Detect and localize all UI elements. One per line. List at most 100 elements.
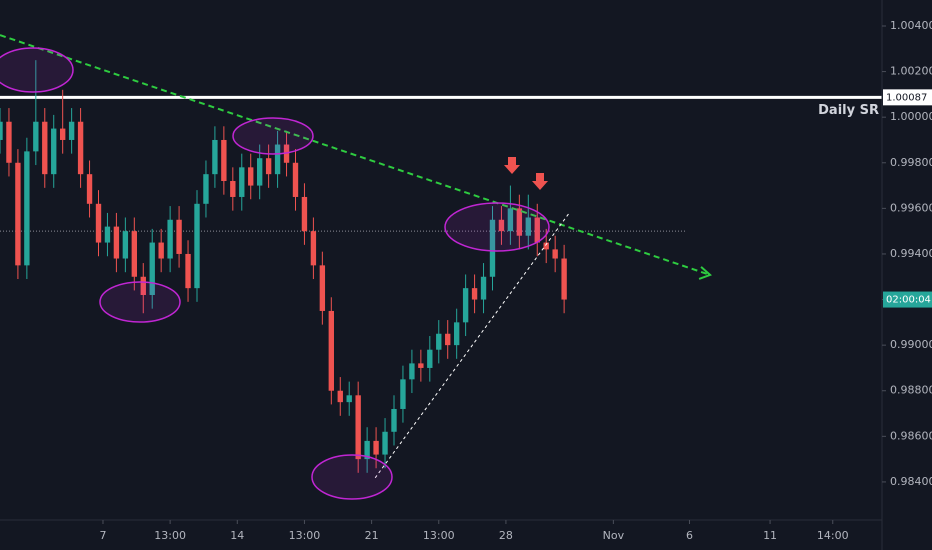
candle-body [176, 219, 182, 254]
candle-body [203, 174, 209, 204]
candle-body [95, 203, 102, 243]
candle-body [561, 258, 567, 300]
candle-body [471, 288, 478, 300]
x-tick-label: 6 [686, 529, 693, 542]
candle-body [319, 265, 326, 311]
x-tick-label: 7 [99, 529, 106, 542]
level-label-box [883, 89, 932, 106]
candle-body [462, 288, 469, 323]
trendline [0, 34, 711, 276]
y-tick-label: 0.98800 [890, 384, 932, 397]
x-tick-label: 21 [365, 529, 379, 542]
candle-body [122, 231, 129, 259]
y-tick-label: 1.00200 [890, 65, 932, 78]
candle-body [355, 395, 361, 460]
candle-body [86, 174, 93, 204]
x-tick-label: 14:00 [817, 529, 849, 542]
candle-body [534, 217, 540, 243]
candle-body [59, 128, 66, 140]
candle-body [33, 121, 39, 152]
candle-body [292, 162, 299, 197]
candle-body [507, 208, 514, 232]
x-tick-label: 28 [499, 529, 513, 542]
candle-body [51, 128, 57, 175]
highlight-ellipse [232, 117, 314, 155]
candle-body [400, 379, 406, 409]
candle-body [498, 219, 505, 232]
overlay: 0.984000.986000.988000.990000.992000.994… [99, 19, 932, 542]
candle-body [436, 333, 442, 350]
candle-body [418, 363, 424, 368]
candle-body [265, 158, 272, 175]
trendline-arrow [698, 266, 712, 280]
candle-body [391, 408, 397, 432]
candle-body [328, 310, 334, 391]
candle-body [543, 242, 549, 250]
candle-body [221, 139, 227, 182]
x-tick-label: 11 [763, 529, 777, 542]
red-arrow [532, 173, 548, 190]
candle-body [301, 196, 308, 232]
y-tick-label: 0.99800 [890, 156, 932, 169]
highlight-ellipse [311, 454, 393, 500]
candle-body [427, 349, 433, 368]
y-tick-label: 1.00400 [890, 19, 932, 32]
candle-body [445, 333, 451, 346]
candle-body [194, 203, 200, 289]
highlight-ellipse [444, 202, 550, 252]
plot-area [0, 34, 882, 479]
candle-body [480, 276, 487, 300]
x-tick-label: Nov [603, 529, 625, 542]
level-name: Daily SR [818, 103, 879, 118]
candle-body [149, 242, 155, 295]
y-tick-label: 0.98400 [890, 475, 932, 488]
candle-body [185, 253, 191, 289]
level-label: 1.00087 [886, 92, 927, 103]
candle-body [158, 242, 164, 259]
candle-body [131, 231, 138, 277]
y-tick-label: 1.00000 [890, 110, 932, 123]
trendline [374, 211, 571, 479]
candle-body [346, 395, 352, 403]
candle-body [0, 121, 3, 140]
candle-body [489, 219, 496, 277]
countdown-box [883, 291, 932, 308]
candle-body [453, 322, 460, 346]
candle-body [239, 167, 245, 197]
x-tick-label: 13:00 [289, 529, 321, 542]
highlight-ellipse [99, 281, 181, 323]
candle-body [337, 390, 343, 403]
candle-body [77, 121, 84, 175]
candle-body [310, 231, 317, 266]
candle-body [256, 158, 263, 186]
candle-body [140, 276, 146, 295]
candle-body [364, 440, 370, 460]
annotations [0, 47, 550, 500]
candle-body [373, 440, 379, 455]
candle-body [104, 226, 111, 243]
countdown-label: 02:00:04 [886, 295, 931, 306]
candle-body [24, 151, 30, 266]
candle-body [167, 219, 173, 259]
y-tick-label: 0.99000 [890, 338, 932, 351]
candle-body [248, 167, 254, 186]
candle-body [42, 121, 48, 175]
highlight-ellipse [0, 47, 74, 93]
x-tick-label: 13:00 [154, 529, 186, 542]
candle-body [230, 181, 236, 197]
y-tick-label: 0.99600 [890, 201, 932, 214]
x-tick-label: 14 [230, 529, 244, 542]
candle-body [68, 121, 75, 140]
candle-body [113, 226, 120, 259]
x-tick-label: 13:00 [423, 529, 455, 542]
candle-body [382, 431, 388, 455]
red-arrow [504, 157, 520, 174]
candle-body [274, 144, 281, 175]
y-tick-label: 0.99400 [890, 247, 932, 260]
candle-body [15, 162, 21, 266]
candle-body [552, 249, 558, 259]
candle-body [212, 139, 218, 175]
candle-body [6, 121, 12, 163]
